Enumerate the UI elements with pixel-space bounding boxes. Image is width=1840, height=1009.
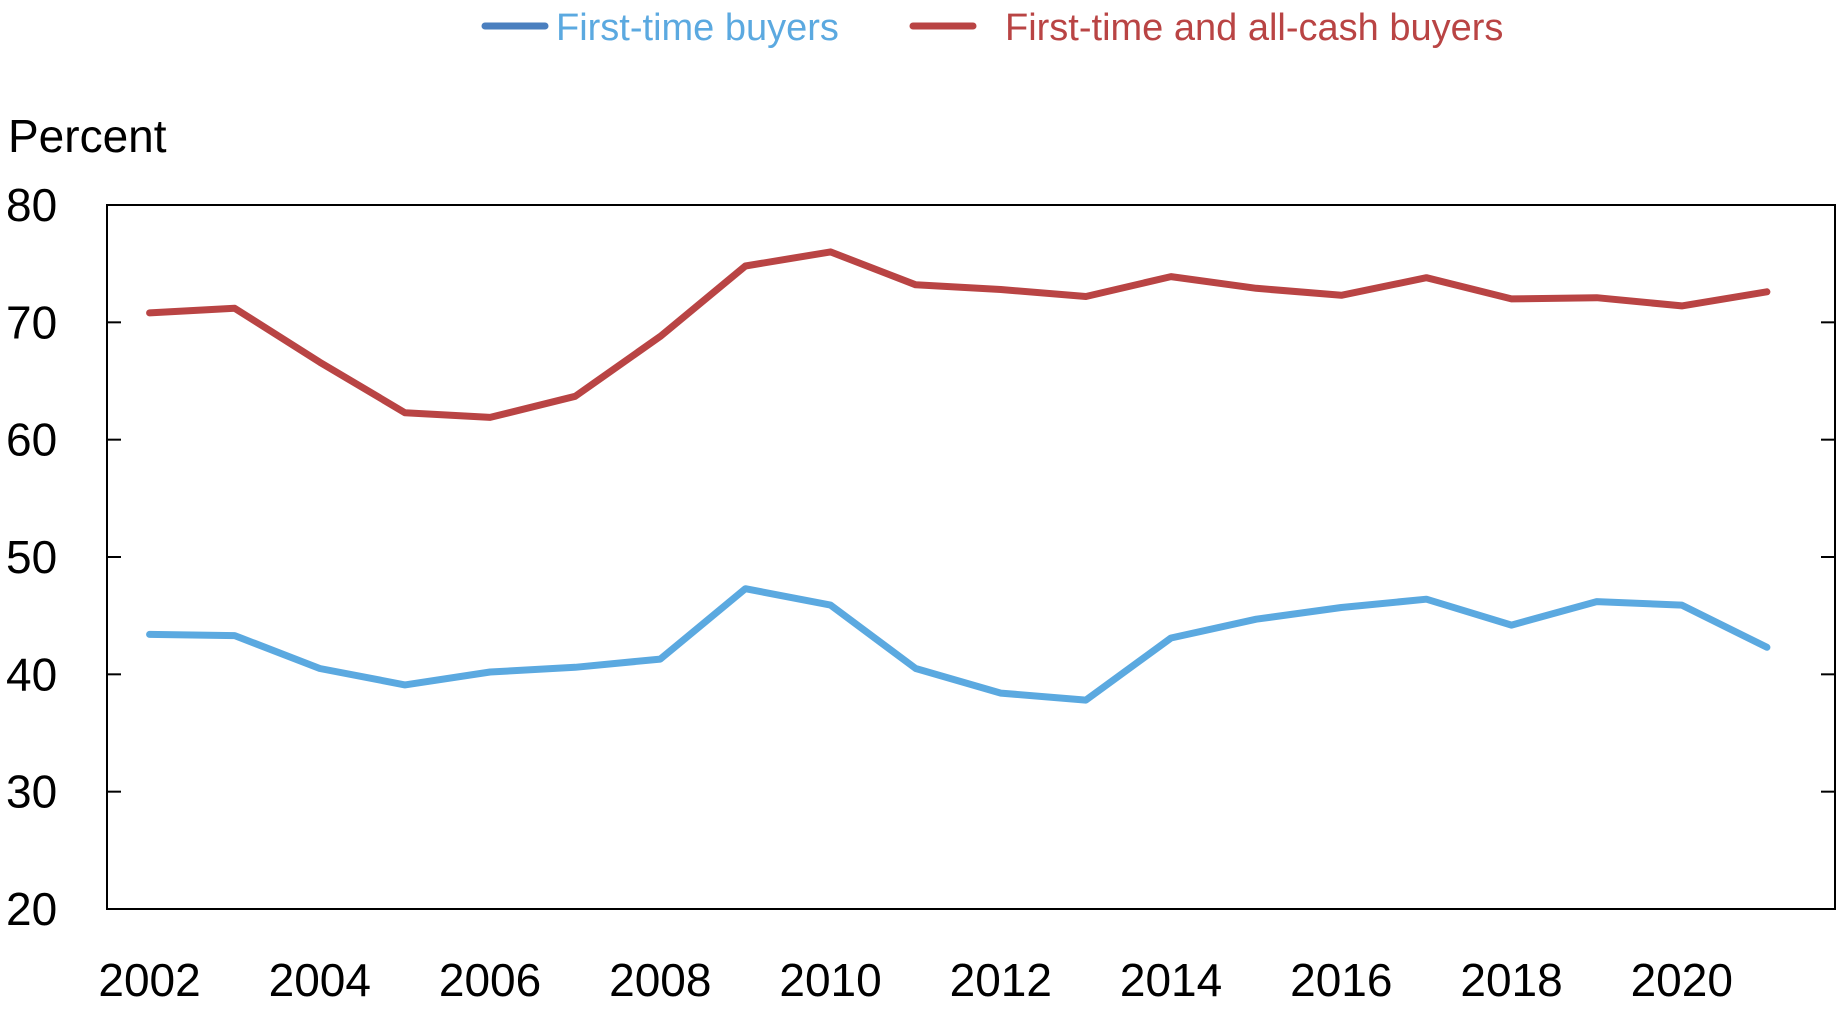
x-tick-label-2002: 2002 bbox=[98, 954, 200, 1006]
legend-label-first-time-and-all-cash-buyers: First-time and all-cash buyers bbox=[1005, 7, 1503, 49]
legend-label-first-time-buyers: First-time buyers bbox=[556, 7, 839, 49]
y-tick-label-70: 70 bbox=[6, 296, 57, 348]
y-axis: 20 30 40 50 60 70 80 bbox=[6, 179, 1835, 935]
legend: First-time buyers First-time and all-cas… bbox=[481, 7, 1503, 49]
x-tick-label-2004: 2004 bbox=[269, 954, 371, 1006]
x-tick-label-2018: 2018 bbox=[1460, 954, 1562, 1006]
x-tick-label-2008: 2008 bbox=[609, 954, 711, 1006]
y-tick-label-50: 50 bbox=[6, 531, 57, 583]
legend-entry-first-time-and-all-cash-buyers: First-time and all-cash buyers bbox=[909, 7, 1503, 49]
x-axis: 2002 2004 2006 2008 2010 2012 2014 2016 2018 2020 bbox=[98, 954, 1733, 1006]
y-tick-label-20: 20 bbox=[6, 883, 57, 935]
y-tick-label-30: 30 bbox=[6, 766, 57, 818]
y-tick-label-40: 40 bbox=[6, 648, 57, 700]
x-tick-label-2014: 2014 bbox=[1120, 954, 1222, 1006]
y-axis-title: Percent bbox=[8, 110, 167, 162]
legend-entry-first-time-buyers: First-time buyers bbox=[481, 7, 839, 49]
series-line-first-time-and-all-cash-buyers bbox=[146, 248, 1771, 421]
plot-frame bbox=[106, 204, 1836, 910]
y-tick-label-60: 60 bbox=[6, 414, 57, 466]
x-tick-label-2006: 2006 bbox=[439, 954, 541, 1006]
x-tick-label-2020: 2020 bbox=[1631, 954, 1733, 1006]
series-layer bbox=[146, 248, 1771, 704]
x-tick-label-2010: 2010 bbox=[779, 954, 881, 1006]
x-tick-label-2012: 2012 bbox=[950, 954, 1052, 1006]
x-tick-label-2016: 2016 bbox=[1290, 954, 1392, 1006]
y-tick-label-80: 80 bbox=[6, 179, 57, 231]
series-line-first-time-buyers bbox=[146, 585, 1771, 704]
